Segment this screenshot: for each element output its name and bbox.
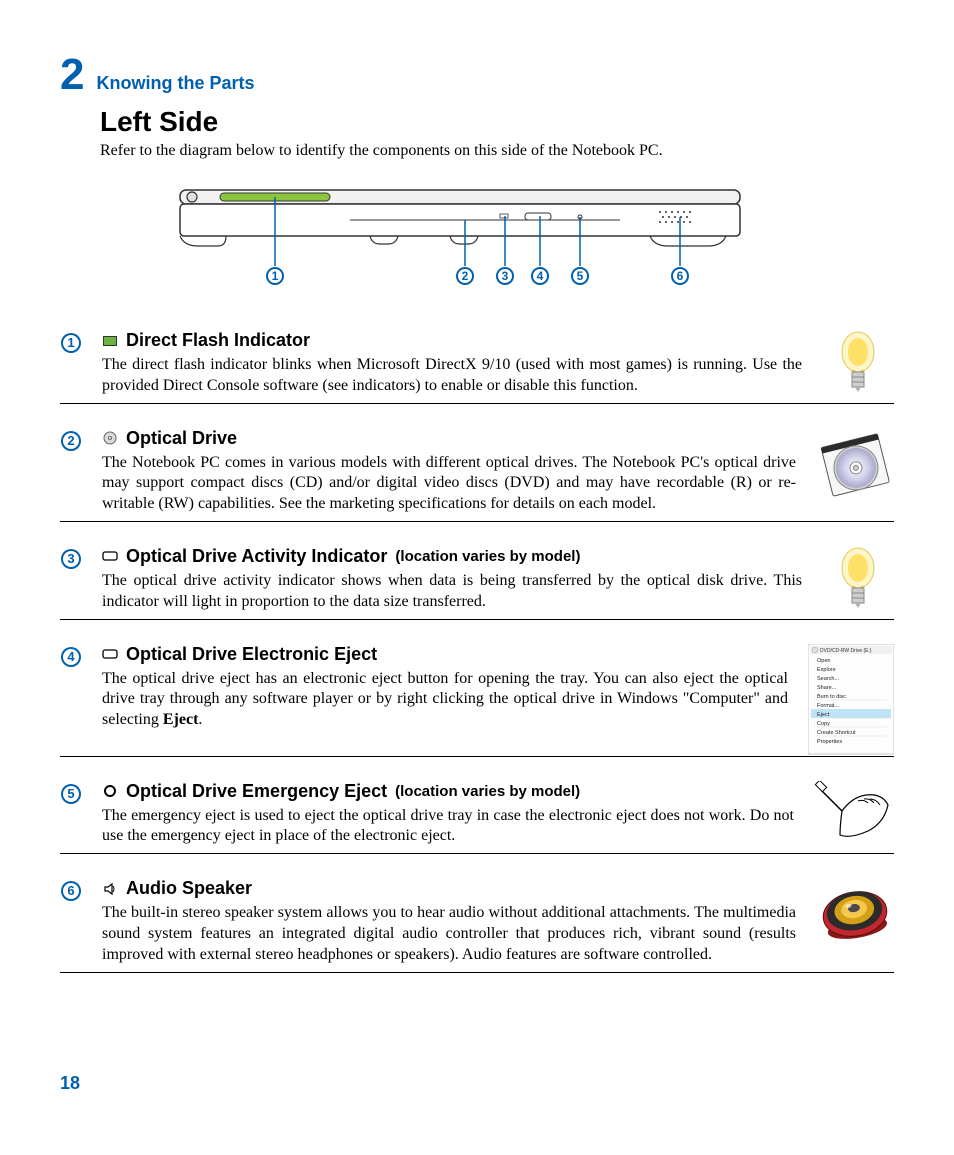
entry-6: 6 Audio Speaker The built-in stereo speake… [60, 878, 894, 972]
svg-text:Eject: Eject [817, 712, 830, 718]
entry-number-badge: 4 [60, 646, 82, 673]
section-intro: Refer to the diagram below to identify t… [100, 142, 894, 160]
entry-title-text: Audio Speaker [126, 878, 252, 899]
entry-body: Direct Flash Indicator The direct flash i… [102, 330, 812, 403]
svg-text:3: 3 [67, 551, 74, 566]
disc-case-illustration [816, 428, 894, 500]
entry-text: The optical drive eject has an electroni… [102, 669, 788, 731]
entry-1: 1 Direct Flash Indicator The direct flash … [60, 330, 894, 404]
rect-outline-icon [102, 646, 118, 662]
svg-text:Properties: Properties [817, 739, 842, 745]
entry-title-text: Optical Drive [126, 428, 237, 449]
entry-text: The optical drive activity indicator sho… [102, 571, 802, 613]
disc-mini-icon [102, 430, 118, 446]
svg-text:5: 5 [67, 786, 74, 801]
entry-title: Direct Flash Indicator [102, 330, 802, 351]
entry-title: Optical Drive Emergency Eject (location … [102, 781, 794, 802]
ring-icon [102, 783, 118, 799]
laptop-side-diagram: 1 2 3 4 5 6 [120, 180, 894, 300]
entry-title: Optical Drive Electronic Eject [102, 644, 788, 665]
svg-text:Open: Open [817, 658, 830, 664]
bulb-illustration [822, 330, 894, 396]
page-number: 18 [60, 1073, 894, 1094]
green-square-icon [102, 333, 118, 349]
chapter-number: 2 [60, 50, 84, 100]
chapter-title: Knowing the Parts [96, 73, 254, 94]
entry-body: Optical Drive Emergency Eject (location … [102, 781, 804, 854]
entry-title: Optical Drive [102, 428, 796, 449]
hand-pin-illustration [814, 781, 894, 843]
svg-text:4: 4 [67, 649, 75, 664]
rect-outline-icon [102, 548, 118, 564]
entry-3: 3 Optical Drive Activity Indicator (locat… [60, 546, 894, 620]
entry-number-badge: 6 [60, 880, 82, 907]
entry-title: Optical Drive Activity Indicator (locati… [102, 546, 802, 567]
entry-body: Optical Drive Activity Indicator (locati… [102, 546, 812, 619]
entry-body: Audio Speaker The built-in stereo speaker… [102, 878, 806, 971]
svg-text:1: 1 [67, 335, 74, 350]
svg-text:Share...: Share... [817, 685, 837, 691]
entry-2: 2 Optical Drive The Notebook PC comes in v… [60, 428, 894, 522]
svg-text:2: 2 [462, 269, 469, 283]
section-title: Left Side [100, 106, 894, 138]
svg-text:3: 3 [502, 269, 509, 283]
entry-number-badge: 2 [60, 430, 82, 457]
svg-text:Burn to disc: Burn to disc [817, 694, 846, 700]
svg-text:Copy: Copy [817, 721, 830, 727]
speaker-mini-icon [102, 881, 118, 897]
svg-text:6: 6 [677, 269, 684, 283]
entry-text: The built-in stereo speaker system allow… [102, 903, 796, 965]
entry-number-badge: 3 [60, 548, 82, 575]
svg-text:1: 1 [272, 269, 279, 283]
entry-title-sub: (location varies by model) [395, 783, 580, 800]
entry-body: Optical Drive The Notebook PC comes in va… [102, 428, 806, 521]
svg-text:Format...: Format... [817, 703, 839, 709]
entry-title-sub: (location varies by model) [395, 548, 580, 565]
entry-text: The direct flash indicator blinks when M… [102, 355, 802, 397]
entry-text: The emergency eject is used to eject the… [102, 806, 794, 848]
entry-text: The Notebook PC comes in various models … [102, 453, 796, 515]
context-menu-illustration: DVD/CD-RW Drive (E:) Open Explore Search...… [808, 644, 894, 756]
svg-text:6: 6 [67, 883, 74, 898]
entry-number-badge: 5 [60, 783, 82, 810]
entry-number-badge: 1 [60, 332, 82, 359]
bulb-illustration [822, 546, 894, 612]
entry-title-text: Optical Drive Activity Indicator [126, 546, 387, 567]
svg-text:Search...: Search... [817, 676, 839, 682]
entry-title-text: Direct Flash Indicator [126, 330, 310, 351]
svg-text:5: 5 [577, 269, 584, 283]
speaker-illustration [816, 878, 894, 950]
svg-text:Explore: Explore [817, 667, 836, 673]
svg-text:4: 4 [537, 269, 544, 283]
svg-text:Create Shortcut: Create Shortcut [817, 730, 856, 736]
entry-4: 4 Optical Drive Electronic Eject The optic… [60, 644, 894, 757]
entry-title: Audio Speaker [102, 878, 796, 899]
entries-list: 1 Direct Flash Indicator The direct flash … [60, 330, 894, 973]
svg-text:DVD/CD-RW Drive (E:): DVD/CD-RW Drive (E:) [820, 648, 872, 654]
entry-body: Optical Drive Electronic Eject The optica… [102, 644, 798, 737]
chapter-header: 2 Knowing the Parts [60, 50, 894, 100]
entry-title-text: Optical Drive Emergency Eject [126, 781, 387, 802]
entry-title-text: Optical Drive Electronic Eject [126, 644, 377, 665]
entry-5: 5 Optical Drive Emergency Eject (location… [60, 781, 894, 855]
svg-text:2: 2 [67, 433, 74, 448]
